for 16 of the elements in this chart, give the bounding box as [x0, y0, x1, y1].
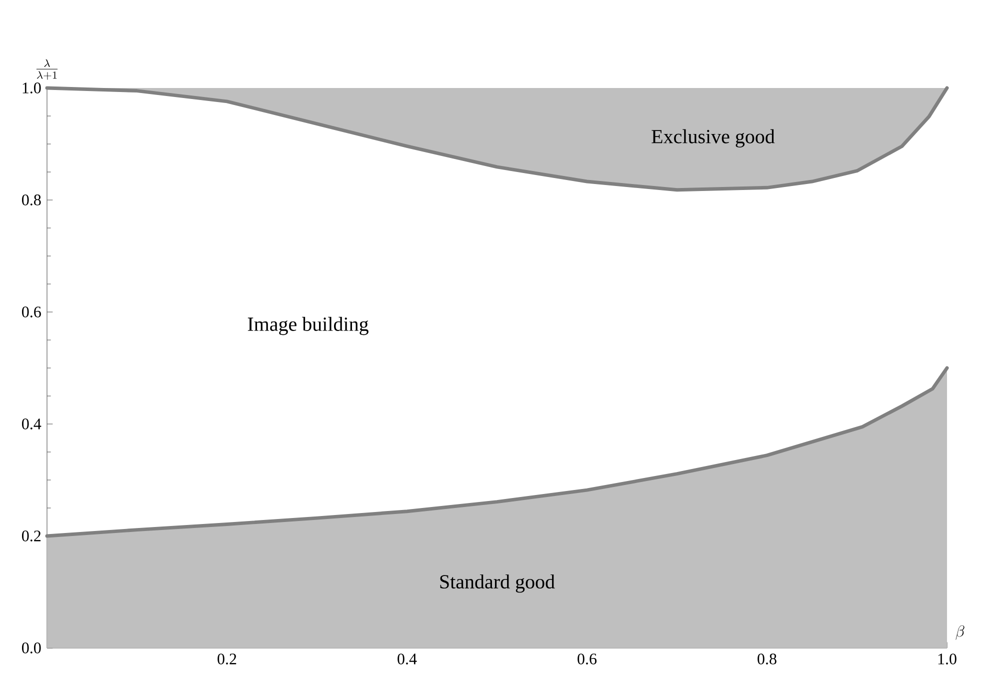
x-tick-label: 1.0	[938, 654, 956, 664]
x-axis-title: $\beta$	[956, 625, 964, 640]
annotation: Exclusive good	[652, 129, 775, 148]
y-tick-label: 0.6	[22, 306, 41, 318]
y-tick-label: 0.4	[22, 418, 42, 430]
x-tick-label: 0.8	[758, 654, 776, 664]
x-tick-label: 0.6	[578, 654, 597, 664]
x-tick-label: 0.2	[218, 654, 236, 664]
y-tick-label: 1.0	[22, 82, 41, 94]
y-axis-title: $\frac{\lambda}{\lambda + 1}$	[36, 59, 58, 80]
annotation: Image building	[248, 316, 368, 336]
x-tick-label: 0.4	[398, 654, 417, 664]
y-tick-label: 0.0	[22, 642, 41, 654]
annotation: Standard good	[440, 574, 555, 593]
y-tick-label: 0.2	[22, 530, 41, 542]
y-tick-label: 0.8	[22, 194, 41, 206]
